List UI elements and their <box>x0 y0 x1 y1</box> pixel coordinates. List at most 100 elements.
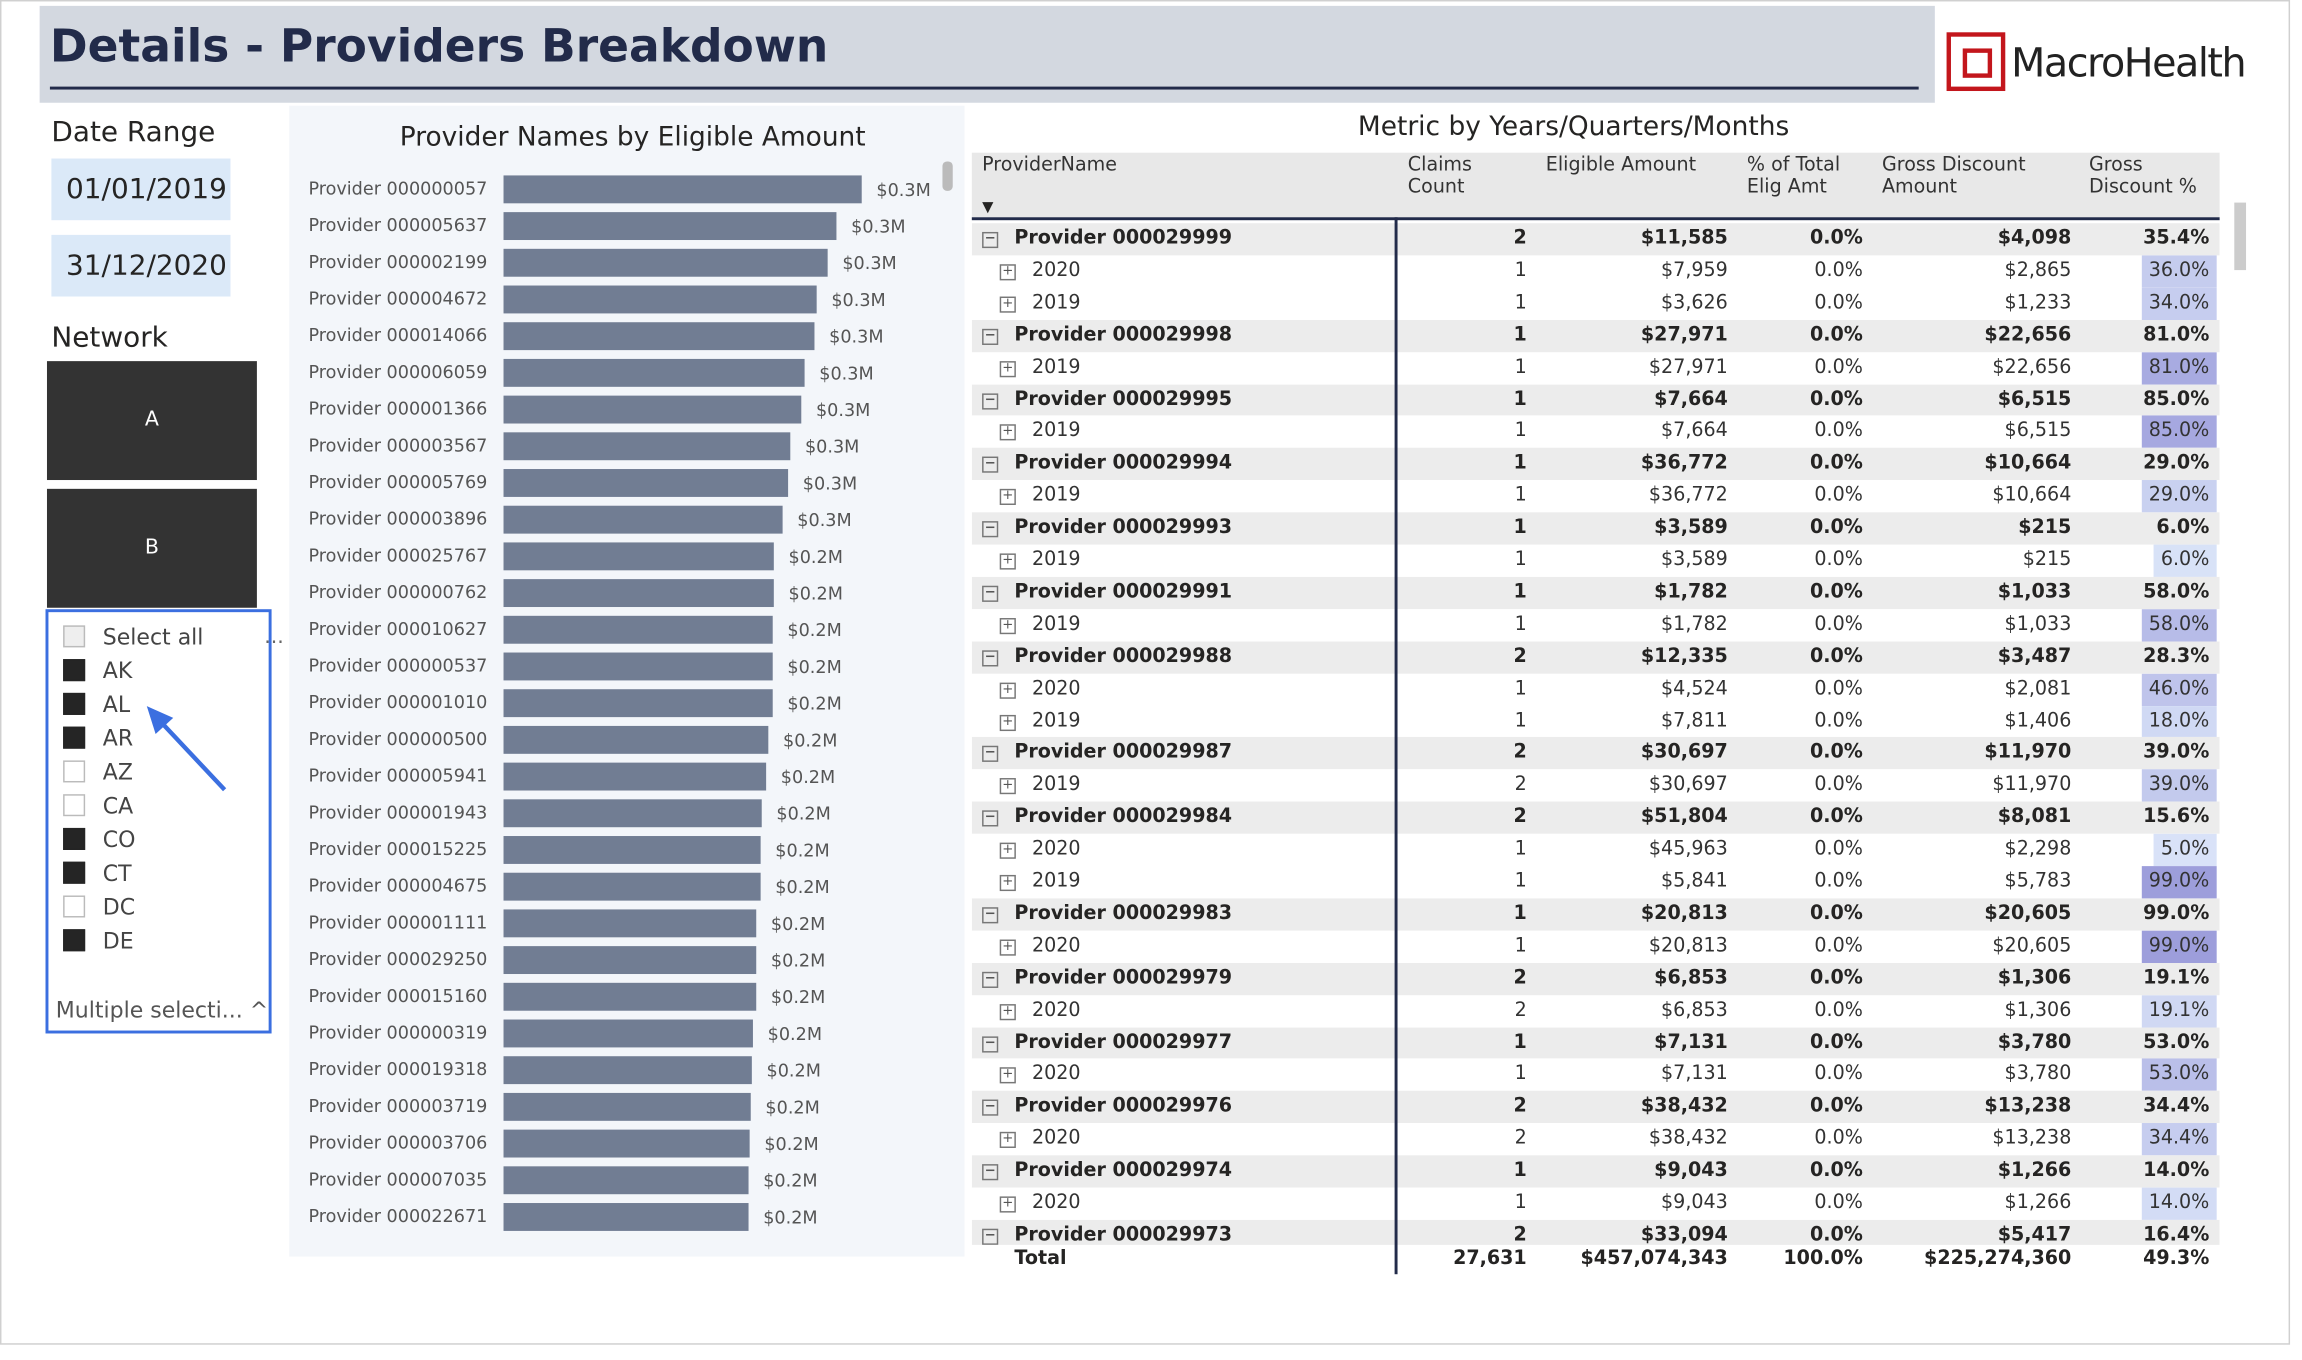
bar[interactable] <box>503 1203 749 1231</box>
expand-icon[interactable]: − <box>982 585 999 602</box>
table-scrollbar[interactable] <box>2231 156 2249 1257</box>
expand-icon[interactable]: − <box>982 328 999 345</box>
bar[interactable] <box>503 1129 750 1158</box>
sort-indicator[interactable]: ▼ <box>982 199 994 216</box>
expand-icon[interactable]: − <box>982 971 999 988</box>
column-header[interactable]: % of Total Elig Amt <box>1746 154 1841 199</box>
expand-icon[interactable]: + <box>999 296 1016 313</box>
column-header[interactable]: Gross Discount Amount <box>1881 154 2026 199</box>
expand-icon[interactable]: − <box>982 1099 999 1117</box>
column-header[interactable]: Gross Discount % <box>2088 154 2197 199</box>
checkbox[interactable] <box>63 794 86 817</box>
bar[interactable] <box>503 542 774 571</box>
expand-icon[interactable]: − <box>982 810 999 827</box>
expand-icon[interactable]: + <box>999 424 1016 441</box>
expand-icon[interactable]: + <box>999 360 1016 377</box>
expand-icon[interactable]: + <box>999 1132 1016 1149</box>
slicer-dropdown[interactable]: Multiple selecti... ^ <box>55 996 269 1024</box>
checkbox[interactable] <box>63 726 86 749</box>
bar[interactable] <box>503 432 791 461</box>
network-tile[interactable]: A <box>46 361 257 481</box>
bar[interactable] <box>503 725 769 754</box>
provider-row: − Provider 000029995 1 $7,664 0.0% $6,515 85.0… <box>971 383 2220 417</box>
expand-icon[interactable]: + <box>999 682 1016 699</box>
bar[interactable] <box>503 909 757 938</box>
bar[interactable] <box>503 248 828 277</box>
column-header[interactable]: ProviderName <box>982 154 1117 177</box>
expand-icon[interactable]: + <box>999 874 1016 892</box>
slicer-item[interactable]: AR <box>63 722 133 754</box>
expand-icon[interactable]: + <box>999 778 1016 795</box>
bar[interactable] <box>503 652 773 681</box>
checkbox[interactable] <box>63 929 86 952</box>
bar[interactable] <box>503 285 817 314</box>
slicer-item[interactable]: DC <box>63 891 135 923</box>
expand-icon[interactable]: − <box>982 746 999 763</box>
bar[interactable] <box>503 946 757 975</box>
expand-icon[interactable]: + <box>999 842 1016 859</box>
bar[interactable] <box>503 615 773 644</box>
more-menu[interactable]: ... <box>264 625 284 649</box>
expand-icon[interactable]: − <box>982 456 999 474</box>
slicer-item[interactable]: AZ <box>63 756 133 788</box>
slicer-item[interactable]: CA <box>63 790 133 822</box>
bar[interactable] <box>503 395 802 424</box>
slicer-item[interactable]: CO <box>63 824 135 856</box>
slicer-item[interactable]: AL <box>63 688 130 720</box>
scrollbar[interactable] <box>942 161 953 191</box>
expand-icon[interactable]: − <box>982 392 999 409</box>
slicer-item[interactable]: DE <box>63 925 134 957</box>
expand-icon[interactable]: + <box>999 264 1016 281</box>
expand-icon[interactable]: + <box>999 1067 1016 1084</box>
expand-icon[interactable]: + <box>999 1196 1016 1213</box>
expand-icon[interactable]: + <box>999 617 1016 634</box>
bar[interactable] <box>503 1019 753 1048</box>
expand-icon[interactable]: + <box>999 553 1016 570</box>
table-cell: $2,865 <box>2004 259 2072 282</box>
column-header[interactable]: Claims Count <box>1407 154 1472 199</box>
bar[interactable] <box>503 1166 749 1195</box>
slicer-item[interactable]: CT <box>63 857 132 889</box>
expand-icon[interactable]: + <box>999 489 1016 506</box>
checkbox[interactable] <box>63 827 86 850</box>
checkbox[interactable] <box>63 625 86 648</box>
bar[interactable] <box>503 212 837 241</box>
bar[interactable] <box>503 1092 751 1121</box>
network-tile[interactable]: B <box>46 488 257 608</box>
expand-icon[interactable]: + <box>999 714 1016 731</box>
bar[interactable] <box>503 1056 752 1085</box>
expand-icon[interactable]: − <box>982 1164 999 1181</box>
expand-icon[interactable]: − <box>982 907 999 924</box>
bar[interactable] <box>503 175 862 204</box>
bar[interactable] <box>503 358 805 387</box>
bar[interactable] <box>503 836 761 864</box>
expand-icon[interactable]: − <box>982 1228 999 1245</box>
date-to[interactable]: 31/12/2020 <box>51 234 231 297</box>
value-label: $0.3M <box>842 254 896 274</box>
expand-icon[interactable]: + <box>999 1003 1016 1020</box>
expand-icon[interactable]: − <box>982 231 999 249</box>
expand-icon[interactable]: + <box>999 939 1016 956</box>
bar[interactable] <box>503 469 789 497</box>
bar[interactable] <box>503 799 762 828</box>
bar[interactable] <box>503 872 761 901</box>
table-cell: 1 <box>1514 1063 1527 1086</box>
expand-icon[interactable]: − <box>982 1035 999 1052</box>
checkbox[interactable] <box>63 861 86 884</box>
slicer-item[interactable]: AK <box>63 655 132 687</box>
checkbox[interactable] <box>63 659 86 682</box>
checkbox[interactable] <box>63 760 86 783</box>
column-header[interactable]: Eligible Amount <box>1545 154 1697 177</box>
date-from[interactable]: 01/01/2019 <box>51 158 231 221</box>
expand-icon[interactable]: − <box>982 649 999 667</box>
expand-icon[interactable]: − <box>982 521 999 538</box>
checkbox[interactable] <box>63 895 86 918</box>
bar[interactable] <box>503 982 757 1011</box>
bar[interactable] <box>503 689 773 718</box>
bar[interactable] <box>503 322 815 351</box>
slicer-item[interactable]: Select all <box>63 621 203 653</box>
checkbox[interactable] <box>63 692 86 715</box>
bar[interactable] <box>503 762 767 791</box>
bar[interactable] <box>503 579 774 608</box>
bar[interactable] <box>503 505 783 534</box>
